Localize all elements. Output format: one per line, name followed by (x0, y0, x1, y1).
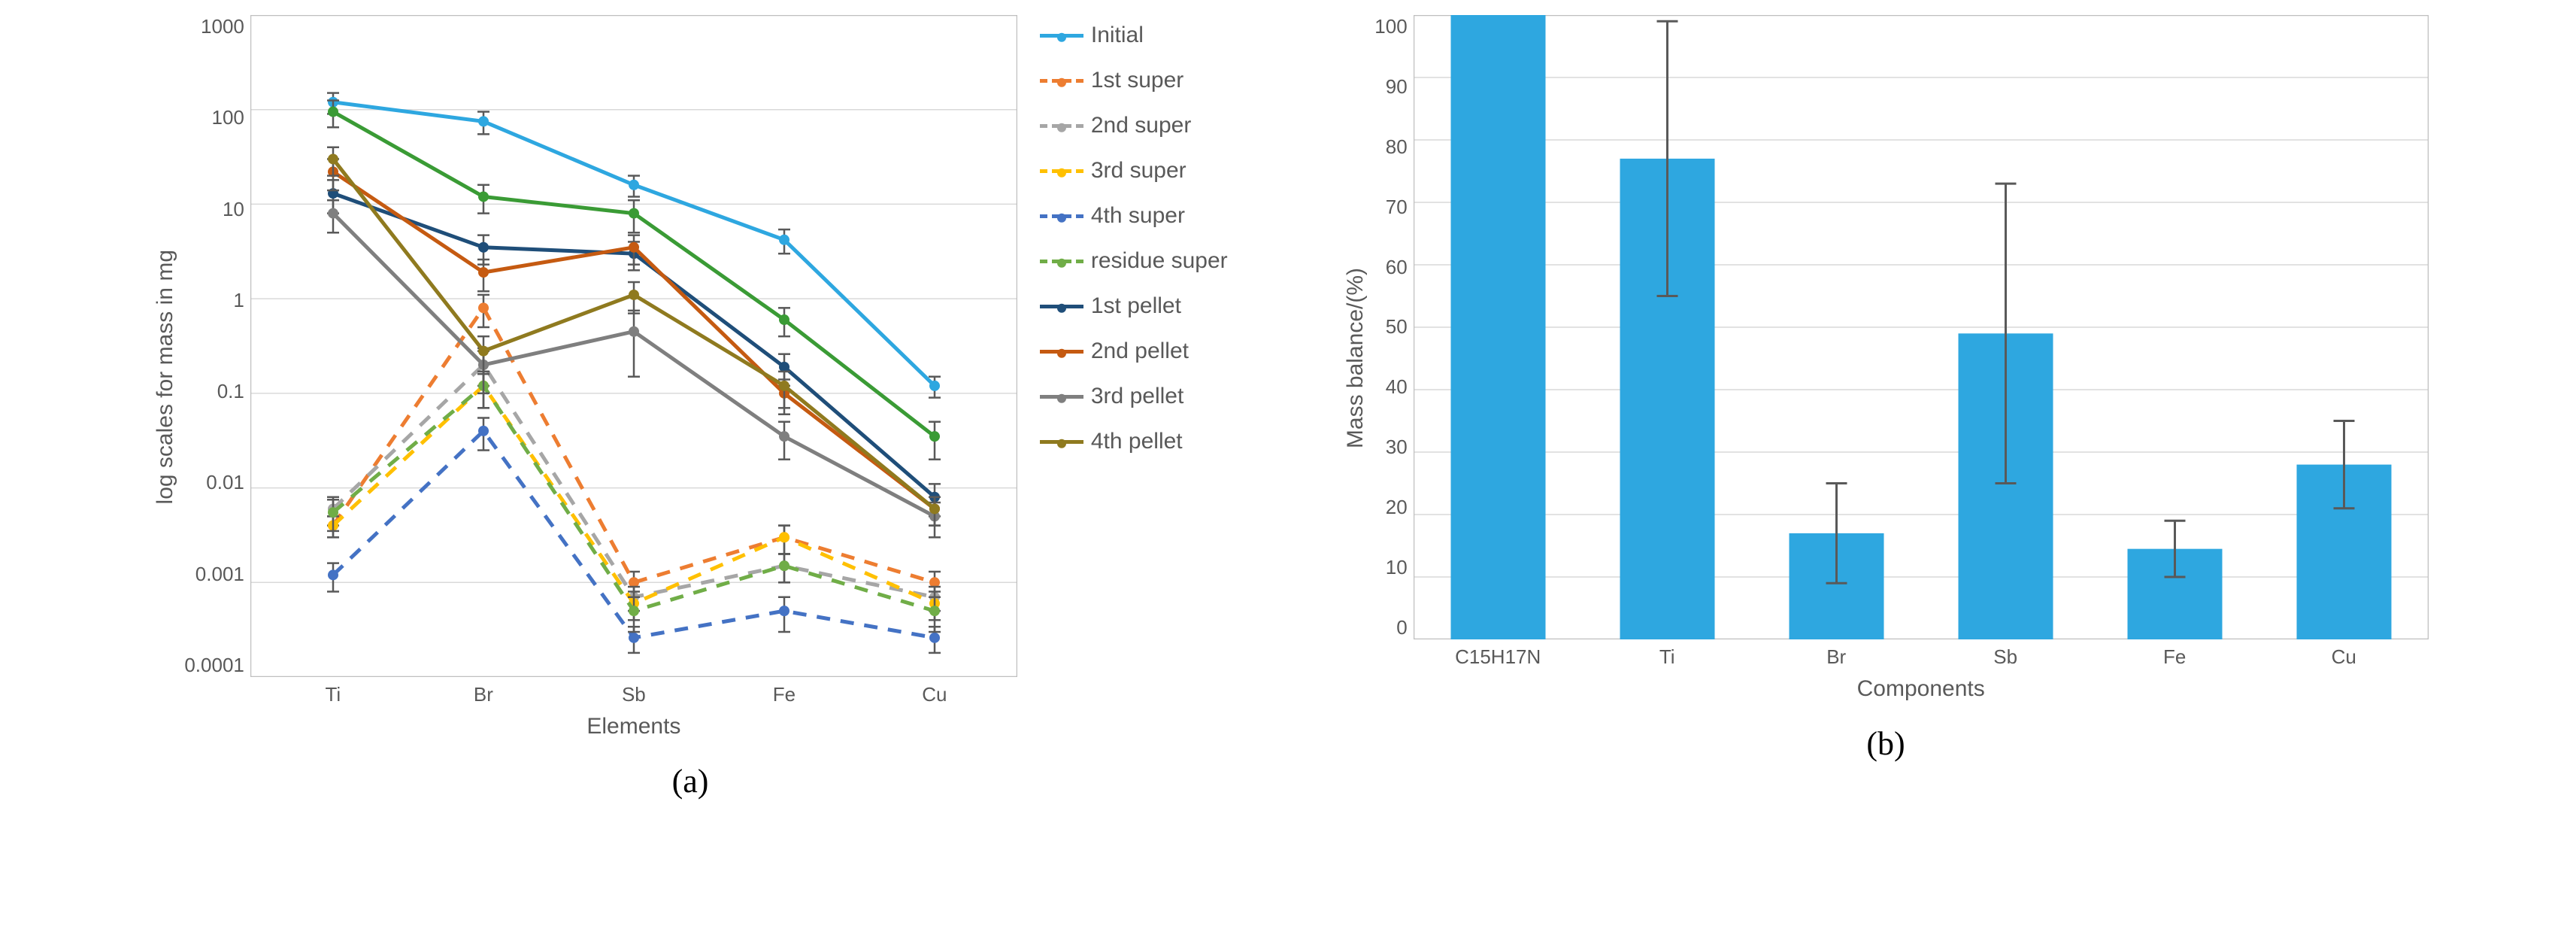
xtick-label: Sb (1921, 645, 2090, 669)
ytick-label: 100 (1374, 15, 1407, 38)
legend-swatch (1040, 305, 1083, 308)
legend-marker-icon (1057, 258, 1066, 267)
legend-marker-icon (1057, 168, 1066, 177)
xtick-label: Br (1752, 645, 1921, 669)
panel-a-plot (250, 15, 1017, 677)
ytick-label: 90 (1386, 75, 1408, 99)
legend-marker-icon (1057, 123, 1066, 132)
panel-a-plot-col: TiBrSbFeCu Elements (250, 15, 1017, 739)
xtick-label: Fe (2090, 645, 2259, 669)
legend-label: 2nd super (1091, 113, 1191, 138)
legend-item-s1: 1st super (1040, 68, 1228, 93)
legend-marker-icon (1057, 348, 1066, 357)
ytick-label: 0.001 (195, 563, 244, 586)
legend-label: Initial (1091, 23, 1144, 48)
panel-a-legend: Initial 1st super 2nd super 3rd super 4th su… (1040, 15, 1228, 454)
figure-wrap: log scales for mass in mg 10001001010.10… (0, 0, 2576, 808)
legend-item-p4: 4th pellet (1040, 429, 1228, 454)
legend-label: 2nd pellet (1091, 339, 1189, 364)
xtick-label: Cu (859, 683, 1010, 706)
panel-b-plot-col: C15H17NTiBrSbFeCu Components (1414, 15, 2429, 702)
legend-label: residue super (1091, 248, 1228, 274)
panel-a-xlabel: Elements (250, 714, 1017, 739)
legend-swatch (1040, 79, 1083, 83)
panel-b-chart-row: Mass balance/(%) 1009080706050403020100 … (1343, 15, 2428, 702)
legend-item-p1: 1st pellet (1040, 293, 1228, 319)
legend-label: 3rd super (1091, 158, 1186, 184)
panel-b-caption: (b) (1866, 724, 1905, 763)
ytick-label: 0.1 (217, 380, 244, 403)
legend-swatch (1040, 34, 1083, 38)
xtick-label: Ti (258, 683, 408, 706)
ytick-label: 20 (1386, 496, 1408, 519)
ytick-label: 0.01 (206, 471, 244, 494)
legend-swatch (1040, 260, 1083, 263)
ytick-label: 1 (233, 289, 244, 312)
legend-marker-icon (1057, 32, 1066, 41)
xtick-label: Cu (2259, 645, 2429, 669)
xtick-label: Ti (1583, 645, 1752, 669)
legend-item-s4: 4th super (1040, 203, 1228, 229)
xtick-label: Br (408, 683, 559, 706)
legend-label: 1st super (1091, 68, 1183, 93)
panel-b-xticks: C15H17NTiBrSbFeCu (1414, 645, 2429, 669)
xtick-label: C15H17N (1414, 645, 1583, 669)
ytick-label: 0 (1396, 616, 1407, 639)
legend-label: 4th super (1091, 203, 1185, 229)
ytick-label: 100 (211, 106, 244, 129)
legend-marker-icon (1057, 77, 1066, 87)
panel-a-caption: (a) (672, 762, 709, 800)
panel-a-chart-row: log scales for mass in mg 1000 100 10 1 0.1 0… (153, 15, 1227, 739)
xtick-label: Sb (559, 683, 709, 706)
legend-swatch (1040, 440, 1083, 444)
panel-a: log scales for mass in mg 1000 100 10 1 0.1 0… (108, 15, 1273, 800)
panel-a-xticks: TiBrSbFeCu (250, 683, 1017, 706)
panel-b-xlabel: Components (1414, 676, 2429, 702)
ytick-label: 40 (1386, 375, 1408, 399)
legend-item-rs: residue super (1040, 248, 1228, 274)
legend-swatch (1040, 124, 1083, 128)
ytick-label: 70 (1386, 196, 1408, 219)
legend-label: 1st pellet (1091, 293, 1181, 319)
legend-swatch (1040, 350, 1083, 354)
legend-label: 4th pellet (1091, 429, 1183, 454)
ytick-label: 80 (1386, 135, 1408, 159)
series-green_solid (327, 101, 941, 460)
xtick-label: Fe (709, 683, 859, 706)
bar-C15H17N (1450, 15, 1545, 639)
legend-marker-icon (1057, 213, 1066, 222)
legend-swatch (1040, 395, 1083, 399)
ytick-label: 10 (1386, 556, 1408, 579)
panel-b-svg (1414, 15, 2429, 639)
legend-swatch (1040, 169, 1083, 173)
legend-item-s3: 3rd super (1040, 158, 1228, 184)
legend-marker-icon (1057, 303, 1066, 312)
legend-marker-icon (1057, 439, 1066, 448)
panel-a-ylabel: log scales for mass in mg (153, 250, 178, 504)
panel-b-plot (1414, 15, 2429, 639)
legend-item-p2: 2nd pellet (1040, 339, 1228, 364)
ytick-label: 50 (1386, 315, 1408, 339)
panel-b-ylabel: Mass balance/(%) (1343, 268, 1368, 448)
panel-b: Mass balance/(%) 1009080706050403020100 … (1303, 15, 2468, 763)
panel-a-svg (250, 15, 1017, 677)
legend-item-s2: 2nd super (1040, 113, 1228, 138)
ytick-label: 1000 (201, 15, 244, 38)
panel-a-yticks: 1000 100 10 1 0.1 0.01 0.001 0.0001 (184, 15, 250, 677)
panel-b-yticks: 1009080706050403020100 (1374, 15, 1413, 639)
legend-marker-icon (1057, 393, 1066, 402)
ytick-label: 30 (1386, 436, 1408, 459)
ytick-label: 60 (1386, 256, 1408, 279)
ytick-label: 0.0001 (184, 654, 244, 677)
legend-label: 3rd pellet (1091, 384, 1183, 409)
ytick-label: 10 (223, 198, 244, 221)
legend-swatch (1040, 214, 1083, 218)
legend-item-p3: 3rd pellet (1040, 384, 1228, 409)
legend-item-initial: Initial (1040, 23, 1228, 48)
